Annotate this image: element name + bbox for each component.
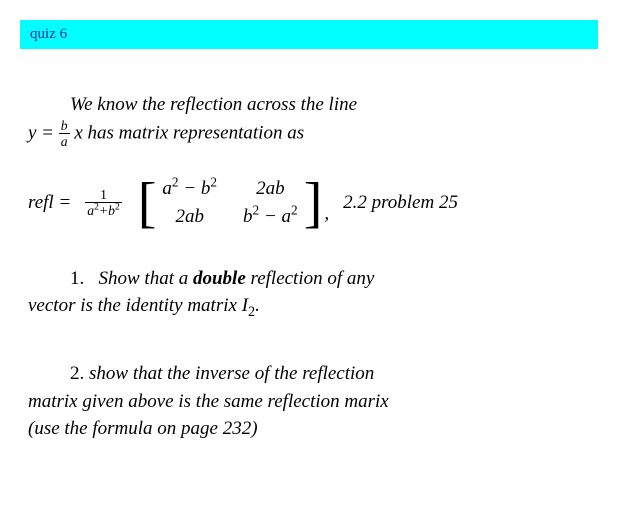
q2-line1: show that the inverse of the reflection [89,363,374,384]
q1-line2a: vector is the identity matrix I [28,295,248,316]
q2-line3: (use the formula on page 232) [28,418,258,439]
m11: a2 − b2 [162,178,217,200]
intro-paragraph: We know the reflection across the line y… [28,91,590,149]
quiz-banner-label: quiz 6 [30,26,67,42]
m12: 2ab [243,178,298,200]
refl-lhs: refl = [28,192,71,214]
left-bracket-icon: [ [136,175,159,231]
q1-bold: double [193,268,246,289]
q1-line2b: . [255,295,260,316]
refl-coef: 1 a2+b2 [85,188,121,218]
question-2: 2. show that the inverse of the reflecti… [28,360,590,443]
q1-pre: Show that a [99,268,193,289]
quiz-banner: quiz 6 [20,20,598,49]
q2-line2: matrix given above is the same reflectio… [28,391,389,412]
intro-frac: ba [59,119,70,149]
right-bracket-icon: ] [302,175,325,231]
q2-number: 2. [70,363,84,384]
refl-comma: , [324,203,329,231]
q1-post: reflection of any [246,268,375,289]
m22: b2 − a2 [243,206,298,228]
m21: 2ab [162,206,217,228]
refl-coef-den: a2+b2 [85,203,121,218]
reflection-equation: refl = 1 a2+b2 [ a2 − b2 2ab 2ab b2 − a2… [28,175,590,231]
intro-line1: We know the reflection across the line [70,94,357,115]
intro-eq-rhs: x has matrix representation as [74,122,304,143]
question-1: 1. Show that a double reflection of any … [28,265,590,320]
q1-number: 1. [70,268,84,289]
intro-frac-den: a [59,134,70,149]
refl-reference: 2.2 problem 25 [343,192,458,214]
intro-eq-lhs: y = [28,122,59,143]
intro-frac-num: b [59,119,70,135]
refl-matrix: a2 − b2 2ab 2ab b2 − a2 [158,178,301,228]
document-body: We know the reflection across the line y… [0,49,618,471]
